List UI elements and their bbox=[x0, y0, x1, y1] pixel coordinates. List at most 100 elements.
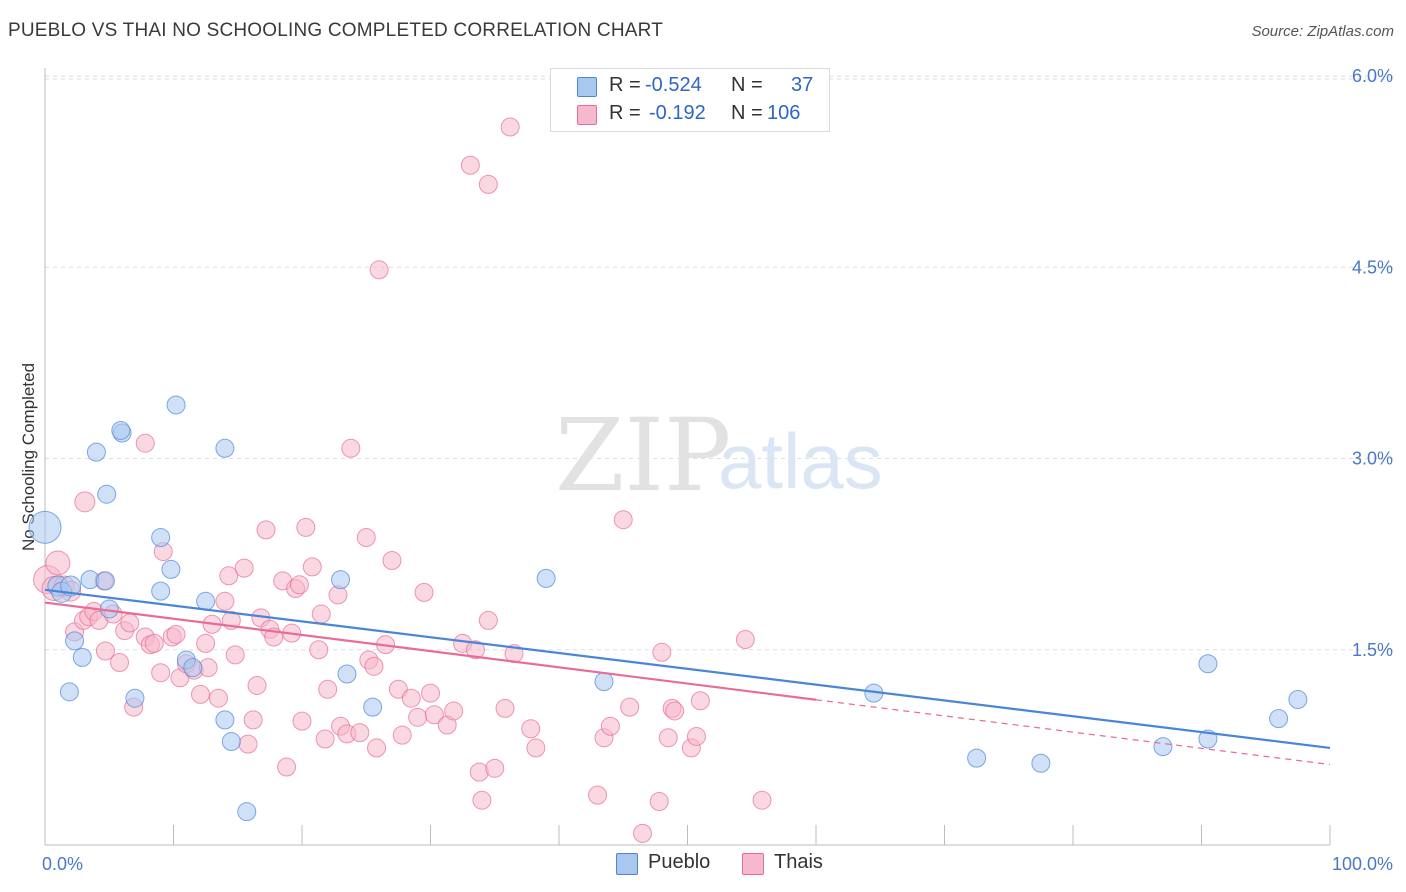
thais-point bbox=[95, 641, 115, 661]
thais-point bbox=[356, 528, 376, 548]
legend-r-value: -0.192 bbox=[649, 102, 706, 124]
legend-n-label: N = bbox=[731, 102, 763, 124]
pueblo-point bbox=[215, 710, 235, 730]
source-label: Source: ZipAtlas.com bbox=[1251, 23, 1394, 40]
y-tick-label: 3.0% bbox=[1352, 449, 1393, 469]
pueblo-point bbox=[166, 395, 186, 415]
thais-point bbox=[460, 155, 480, 175]
thais-point bbox=[367, 738, 387, 758]
chart-title: PUEBLO VS THAI NO SCHOOLING COMPLETED CO… bbox=[8, 20, 664, 41]
thais-point bbox=[144, 633, 164, 653]
pueblo-point bbox=[97, 484, 117, 504]
thais-point bbox=[478, 610, 498, 630]
pueblo-point bbox=[86, 442, 106, 462]
thais-point bbox=[658, 728, 678, 748]
thais-point bbox=[414, 582, 434, 602]
thais-point bbox=[289, 575, 309, 595]
x-tick-label: 100.0% bbox=[1332, 854, 1393, 874]
thais-point bbox=[243, 710, 263, 730]
legend-r-label: R = bbox=[609, 102, 641, 124]
legend-r-value: -0.524 bbox=[645, 74, 702, 96]
thais-point bbox=[190, 684, 210, 704]
thais-point bbox=[151, 663, 171, 683]
data-points bbox=[28, 117, 1308, 843]
y-tick-label: 6.0% bbox=[1352, 66, 1393, 86]
pueblo-point bbox=[594, 672, 614, 692]
legend-swatch-thais bbox=[577, 105, 597, 125]
pueblo-label: Pueblo bbox=[648, 851, 711, 873]
thais-point bbox=[292, 711, 312, 731]
thais-point bbox=[74, 491, 96, 513]
thais-point bbox=[341, 438, 361, 458]
axes bbox=[44, 68, 1331, 846]
thais-point bbox=[277, 757, 297, 777]
trend-lines bbox=[44, 588, 1331, 766]
pueblo-trend-line bbox=[44, 588, 1331, 750]
thais-point bbox=[600, 716, 620, 736]
pueblo-point bbox=[215, 438, 235, 458]
pueblo-point bbox=[1031, 753, 1051, 773]
thais-point bbox=[309, 640, 329, 660]
y-tick-label: 4.5% bbox=[1352, 257, 1393, 277]
thais-point bbox=[247, 675, 267, 695]
x-tick-label: 0.0% bbox=[42, 854, 83, 874]
thais-swatch bbox=[742, 853, 764, 875]
thais-point bbox=[234, 558, 254, 578]
thais-point bbox=[424, 705, 444, 725]
thais-point bbox=[665, 701, 685, 721]
thais-point bbox=[735, 630, 755, 650]
pueblo-point bbox=[65, 631, 85, 651]
y-axis-label: No Schooling Completed bbox=[19, 363, 38, 551]
pueblo-point bbox=[363, 697, 383, 717]
thais-trend-line bbox=[44, 601, 817, 701]
thais-point bbox=[649, 791, 669, 811]
legend-row-pueblo: R = -0.524 N = 37 bbox=[551, 74, 829, 100]
watermark-zip: ZIP bbox=[555, 397, 731, 514]
pueblo-point bbox=[161, 559, 181, 579]
thais-point bbox=[686, 726, 706, 746]
legend-r-label: R = bbox=[609, 74, 641, 96]
thais-point bbox=[408, 707, 428, 727]
thais-point bbox=[752, 790, 772, 810]
thais-point bbox=[208, 688, 228, 708]
thais-point bbox=[478, 174, 498, 194]
legend-n-value: 37 bbox=[791, 74, 814, 96]
y-tick-labels: 1.5% 3.0% 4.5% 6.0% bbox=[1352, 66, 1393, 660]
thais-label: Thais bbox=[774, 851, 823, 873]
thais-point bbox=[620, 697, 640, 717]
pueblo-point bbox=[60, 575, 82, 597]
thais-point bbox=[472, 790, 492, 810]
pueblo-point bbox=[331, 570, 351, 590]
pueblo-point bbox=[1198, 654, 1218, 674]
thais-point bbox=[45, 550, 71, 576]
thais-point bbox=[215, 591, 235, 611]
thais-point bbox=[315, 729, 335, 749]
pueblo-point bbox=[1269, 709, 1289, 729]
thais-point bbox=[135, 433, 155, 453]
thais-point bbox=[444, 701, 464, 721]
thais-point bbox=[302, 557, 322, 577]
pueblo-point bbox=[151, 528, 171, 548]
pueblo-point bbox=[221, 732, 241, 752]
legend-swatch-pueblo bbox=[577, 77, 597, 97]
watermark-atlas: atlas bbox=[718, 417, 883, 505]
pueblo-point bbox=[1288, 689, 1308, 709]
thais-point bbox=[350, 723, 370, 743]
thais-point bbox=[521, 719, 541, 739]
thais-point bbox=[588, 785, 608, 805]
thais-point bbox=[120, 613, 140, 633]
thais-point bbox=[296, 517, 316, 537]
y-tick-label: 1.5% bbox=[1352, 640, 1393, 660]
thais-point bbox=[652, 642, 672, 662]
watermark: ZIP atlas bbox=[555, 397, 883, 514]
thais-point bbox=[238, 734, 258, 754]
pueblo-point bbox=[72, 647, 92, 667]
thais-point bbox=[690, 691, 710, 711]
thais-point bbox=[401, 688, 421, 708]
x-tick-labels: 0.0% 100.0% bbox=[42, 854, 1393, 874]
pueblo-point bbox=[125, 688, 145, 708]
thais-point bbox=[110, 653, 130, 672]
thais-point bbox=[225, 645, 245, 665]
thais-point bbox=[166, 624, 186, 644]
